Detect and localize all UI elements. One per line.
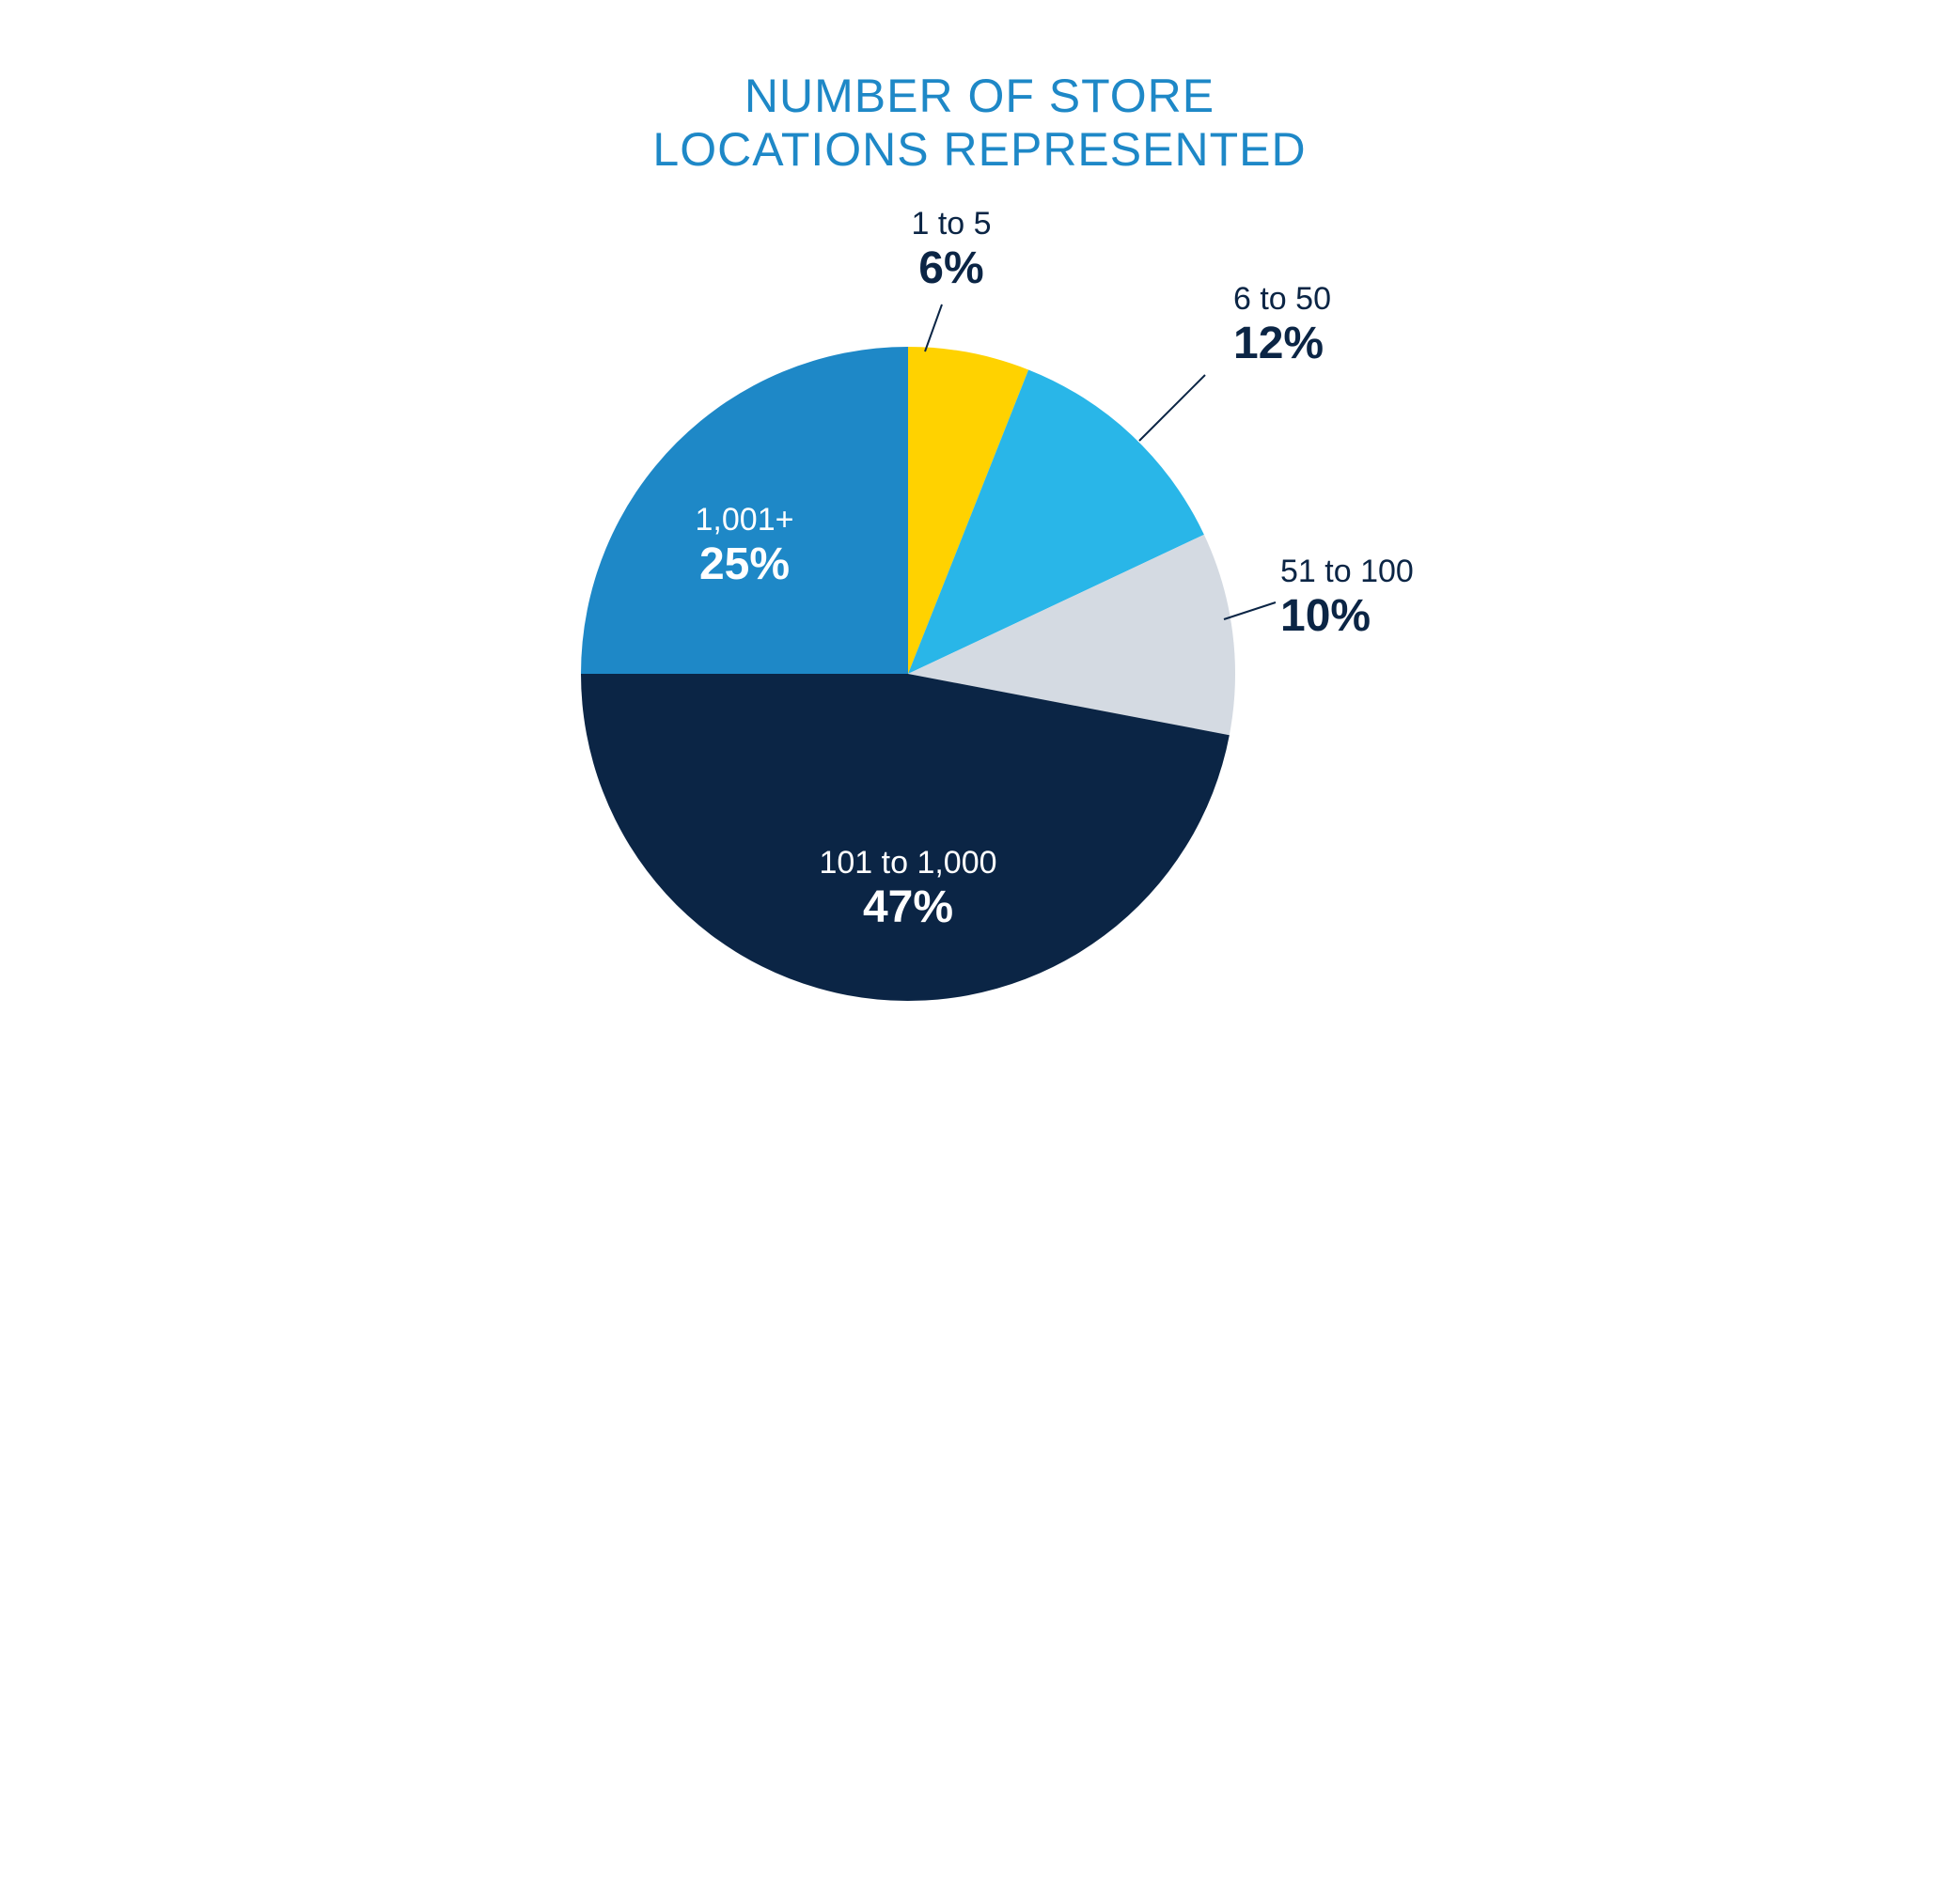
chart-title: NUMBER OF STORE LOCATIONS REPRESENTED (462, 70, 1497, 178)
callout-value-s3: 10% (1280, 590, 1414, 642)
callout-value-s1: 6% (911, 242, 991, 294)
pie-chart-container: NUMBER OF STORE LOCATIONS REPRESENTED 10… (462, 0, 1497, 1080)
callout-label-s1: 1 to 5 (911, 206, 991, 242)
callout-label-s3: 51 to 100 (1280, 554, 1414, 590)
leader-s2 (1139, 375, 1205, 441)
leader-s3 (1224, 602, 1276, 619)
callout-s2: 6 to 5012% (1233, 281, 1331, 369)
leader-s1 (925, 304, 942, 351)
pie-slice-s4 (581, 674, 1230, 1001)
callout-label-s2: 6 to 50 (1233, 281, 1331, 318)
chart-title-line2: LOCATIONS REPRESENTED (652, 123, 1306, 176)
chart-area: 101 to 1,00047%1,001+25%1 to 56%6 to 501… (462, 215, 1497, 1023)
callout-value-s2: 12% (1233, 318, 1331, 369)
callout-s1: 1 to 56% (911, 206, 991, 294)
chart-title-line1: NUMBER OF STORE (744, 70, 1215, 122)
callout-s3: 51 to 10010% (1280, 554, 1414, 642)
slice-label-s5: 1,001+25% (696, 502, 794, 589)
